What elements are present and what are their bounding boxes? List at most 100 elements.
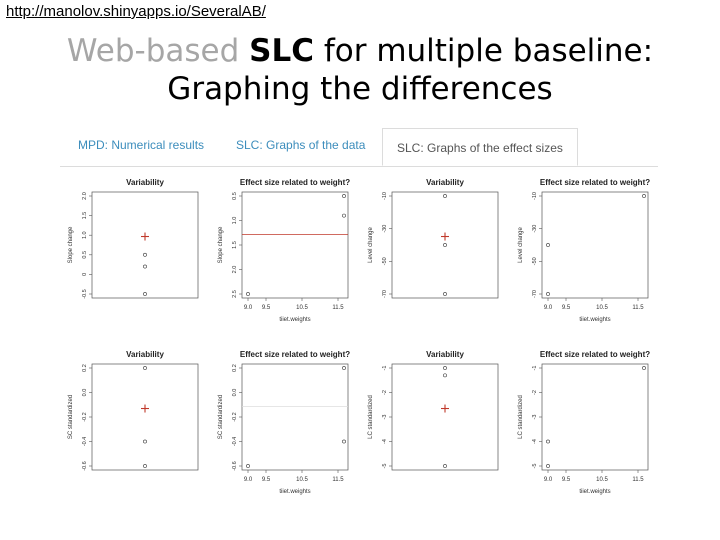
plot-frame [391, 363, 499, 471]
data-point [143, 292, 147, 296]
y-tick-label: 0.5 [232, 192, 238, 200]
plot-title: Effect size related to weight? [540, 178, 650, 187]
y-tick-label: 0.0 [232, 389, 238, 397]
data-point [443, 243, 447, 247]
x-tick-label: 11.5 [332, 477, 344, 483]
y-tick-label: 0.2 [82, 364, 88, 372]
y-axis-label: Level change [518, 226, 524, 262]
x-tick-label: 11.5 [632, 477, 644, 483]
y-tick-label: 2.0 [232, 266, 238, 274]
data-point [546, 464, 550, 468]
data-point [546, 243, 550, 247]
x-tick-label: 9.5 [562, 477, 571, 483]
x-tick-label: 10.5 [296, 305, 308, 311]
y-tick-label: -0.4 [232, 437, 238, 446]
tab-bar: MPD: Numerical results SLC: Graphs of th… [60, 128, 658, 167]
data-point [143, 252, 147, 257]
x-tick-label: 9.0 [244, 477, 253, 483]
title-part-slc: SLC [249, 33, 314, 69]
x-tick-label: 9.0 [544, 305, 553, 311]
data-point [642, 366, 646, 370]
title-line-2: Graphing the differences [167, 71, 553, 107]
y-tick-label: -3 [382, 415, 388, 420]
data-point [342, 439, 346, 444]
data-point [143, 464, 147, 468]
y-tick-label: -30 [382, 225, 388, 233]
data-point [443, 194, 447, 198]
y-tick-label: -4 [532, 439, 538, 444]
data-point [443, 464, 447, 468]
x-tick-label: 11.5 [632, 305, 644, 311]
title-part-rest: for multiple baseline: [323, 33, 654, 69]
y-tick-label: -70 [382, 290, 388, 298]
plot-title: Effect size related to weight? [240, 178, 350, 187]
plot-frame [91, 363, 199, 471]
y-axis-label: Level change [368, 226, 374, 262]
data-point [342, 194, 346, 198]
y-tick-label: -10 [532, 192, 538, 200]
y-tick-label: -70 [532, 290, 538, 298]
y-tick-label: 0 [82, 273, 88, 276]
page-title: Web-based SLC for multiple baseline: Gra… [0, 32, 720, 108]
plot-frame [391, 191, 499, 299]
x-tick-label: 10.5 [296, 477, 308, 483]
x-tick-label: 9.5 [262, 305, 271, 311]
data-point [642, 194, 646, 198]
data-point [443, 373, 447, 378]
plot-title: Effect size related to weight? [240, 350, 350, 359]
y-axis-label: SC standardized [68, 395, 74, 439]
data-point [443, 292, 447, 296]
y-axis-label: LC standardized [518, 395, 524, 439]
x-tick-label: 9.0 [244, 305, 253, 311]
x-tick-label: 9.5 [262, 477, 271, 483]
y-tick-label: -30 [532, 225, 538, 233]
y-tick-label: 0.0 [82, 389, 88, 397]
y-tick-label: 1.0 [232, 217, 238, 225]
y-tick-label: -1 [382, 366, 388, 371]
y-tick-label: -50 [532, 257, 538, 265]
y-tick-label: 1.5 [232, 241, 238, 249]
y-tick-label: 0.2 [232, 364, 238, 372]
y-tick-label: -5 [382, 464, 388, 469]
y-axis-label: Slope change [68, 226, 74, 263]
data-point [546, 439, 550, 444]
data-point [546, 292, 550, 296]
x-tick-label: 11.5 [332, 305, 344, 311]
y-tick-label: -4 [382, 439, 388, 444]
plot-frame [241, 191, 349, 299]
y-axis-label: Slope change [218, 226, 224, 263]
x-tick-label: 9.5 [562, 305, 571, 311]
plot-title: Variability [426, 178, 464, 187]
effect-size-plots: Variability 2.0 1.5 1.0 0.5 0 -0.5 Slope change… [68, 178, 650, 495]
y-tick-label: -0.2 [82, 412, 88, 421]
y-tick-label: -2 [532, 390, 538, 395]
x-axis-label: tiiet.weights [279, 317, 310, 323]
y-tick-label: -50 [382, 257, 388, 265]
y-tick-label: -10 [382, 192, 388, 200]
data-point [143, 264, 147, 269]
y-tick-label: -5 [532, 464, 538, 469]
y-tick-label: 1.0 [82, 231, 88, 239]
tab-mpd-numerical-results[interactable]: MPD: Numerical results [78, 138, 205, 152]
plot-title: Variability [126, 350, 164, 359]
source-url[interactable]: http://manolov.shinyapps.io/SeveralAB/ [6, 3, 266, 20]
tab-slc-graphs-data[interactable]: SLC: Graphs of the data [236, 138, 366, 152]
y-tick-label: -0.4 [82, 437, 88, 446]
data-point [342, 213, 346, 218]
tab-slc-graphs-effect-sizes[interactable]: SLC: Graphs of the effect sizes [382, 128, 578, 166]
plot-frame [541, 191, 649, 299]
plot-title: Variability [426, 350, 464, 359]
y-tick-label: 0.5 [82, 251, 88, 259]
plot-frame [91, 191, 199, 299]
data-point [246, 292, 250, 296]
y-tick-label: -0.2 [232, 412, 238, 421]
x-tick-label: 9.0 [544, 477, 553, 483]
y-axis-label: LC standardized [368, 395, 374, 439]
x-tick-label: 10.5 [596, 305, 608, 311]
y-tick-label: -0.5 [82, 289, 88, 298]
y-tick-label: 1.5 [82, 212, 88, 220]
y-tick-label: -1 [532, 366, 538, 371]
data-point [143, 439, 147, 444]
title-part-web-based: Web-based [66, 33, 240, 69]
y-tick-label: 2.5 [232, 290, 238, 298]
